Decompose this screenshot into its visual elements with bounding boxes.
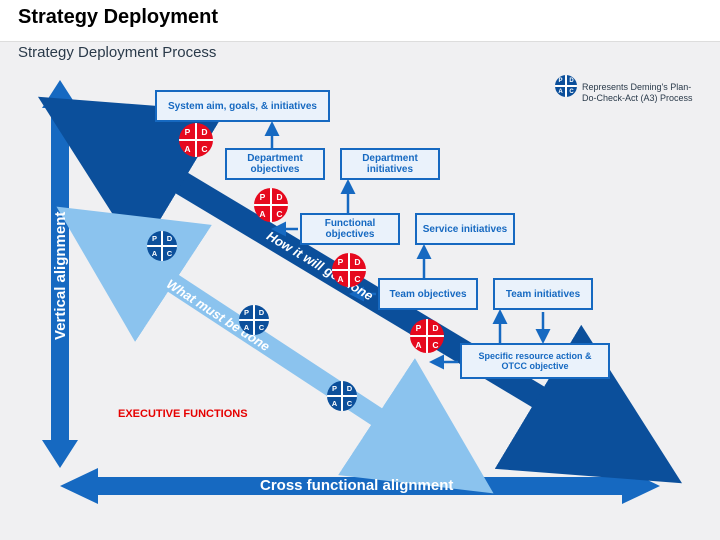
box-b3: Functional objectives bbox=[300, 213, 400, 245]
pdca-0: PDAC bbox=[179, 123, 213, 157]
box-b4: Service initiatives bbox=[415, 213, 515, 245]
pdca-4: PDAC bbox=[147, 231, 177, 261]
pdca-3: PDAC bbox=[410, 319, 444, 353]
legend-line-1: Represents Deming's Plan- bbox=[582, 82, 691, 92]
box-b2: Department initiatives bbox=[340, 148, 440, 180]
box-b7: Specific resource action & OTCC objectiv… bbox=[460, 343, 610, 379]
diagonal-light bbox=[115, 245, 435, 455]
pdca-1: PDAC bbox=[254, 188, 288, 222]
box-b1: Department objectives bbox=[225, 148, 325, 180]
box-b0: System aim, goals, & initiatives bbox=[155, 90, 330, 122]
horizontal-axis-label: Cross functional alignment bbox=[260, 477, 453, 494]
pdca-6: PDAC bbox=[327, 381, 357, 411]
pdca-2: PDAC bbox=[332, 253, 366, 287]
vertical-axis-label: Vertical alignment bbox=[52, 212, 69, 340]
legend-text: Represents Deming's Plan- Do-Check-Act (… bbox=[582, 82, 702, 104]
executive-functions-label: EXECUTIVE FUNCTIONS bbox=[118, 408, 248, 420]
pdca-legend: PDAC bbox=[555, 75, 577, 97]
legend-line-2: Do-Check-Act (A3) Process bbox=[582, 93, 693, 103]
box-b6: Team initiatives bbox=[493, 278, 593, 310]
pdca-5: PDAC bbox=[239, 305, 269, 335]
box-b5: Team objectives bbox=[378, 278, 478, 310]
